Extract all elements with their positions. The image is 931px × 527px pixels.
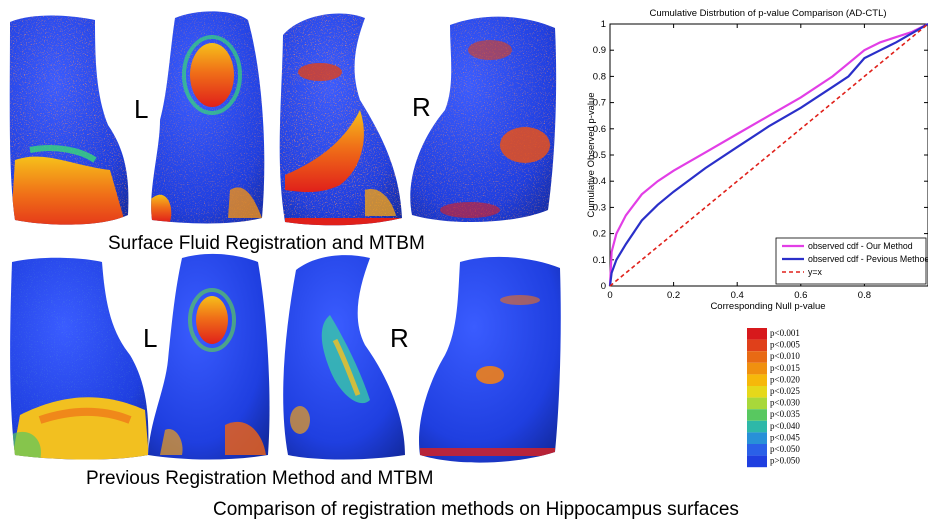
surface-top-right-lateral [279,13,402,226]
legend-label: y=x [808,267,823,277]
colorbar-label: p<0.030 [770,398,800,408]
colorbar-label: p<0.020 [770,374,800,384]
colorbar-label: p<0.050 [770,444,800,454]
colorbar-swatch [747,420,767,433]
y-tick-label: 0.1 [593,255,606,266]
colorbar-swatch [747,374,767,386]
colorbar-swatch [747,328,767,340]
colorbar-swatch [747,351,767,363]
colorbar-swatch [747,455,767,468]
y-tick-label: 0.8 [593,71,606,82]
surface-top-left-lateral [9,15,129,225]
colorbar-label: p<0.005 [770,340,800,350]
colorbar-swatch [747,444,767,456]
bottom-left-hemisphere-label: L [143,323,158,353]
surface-bottom-right-lateral [283,255,405,460]
y-tick-label: 0.9 [593,45,606,56]
colorbar-label: p<0.040 [770,421,800,431]
surface-bottom-right-medial [419,256,561,463]
legend-label: observed cdf - Pevious Method [808,254,928,264]
colorbar-swatch [747,409,767,421]
colorbar-label: p<0.015 [770,363,800,373]
colorbar-swatch [747,362,767,375]
series-line-1 [608,23,928,287]
x-tick-label: 0.2 [667,290,680,301]
y-tick-label: 0.6 [593,124,606,135]
colorbar-swatch [747,339,767,352]
x-tick-label: 0 [607,290,612,301]
colorbar-label: p<0.035 [770,409,800,419]
y-tick-label: 1 [601,19,606,30]
colorbar-label: p<0.025 [770,386,800,396]
top-right-hemisphere-label: R [412,92,431,122]
figure-caption: Comparison of registration methods on Hi… [213,499,739,520]
series-layer [608,23,928,287]
y-tick-label: 0 [601,281,606,292]
top-left-hemisphere-label: L [134,94,149,124]
series-line-2 [609,23,928,287]
chart-title: Cumulative Distrbution of p-value Compar… [649,8,886,19]
y-axis: 0 0.1 0.2 0.3 0.4 0.5 0.6 0.7 0.8 0.9 1 [593,19,928,292]
y-tick-label: 0.5 [593,150,606,161]
surface-bottom-left-medial [148,253,270,460]
x-axis: 0 0.2 0.4 0.6 0.8 [607,24,871,301]
y-tick-label: 0.2 [593,229,606,240]
x-axis-label: Corresponding Null p-value [710,301,825,312]
y-axis-label: Cumulative Observed p-value [586,92,597,217]
surface-bottom-left-lateral [10,257,149,460]
colorbar-swatch [747,397,767,410]
x-tick-label: 0.6 [794,290,807,301]
bottom-right-hemisphere-label: R [390,323,409,353]
colorbar-label: p<0.010 [770,351,800,361]
series-line-0 [608,23,928,287]
bottom-panel-caption: Previous Registration Method and MTBM [86,468,434,489]
y-tick-label: 0.4 [593,176,606,187]
cdf-chart: Cumulative Distrbution of p-value Compar… [586,8,928,312]
colorbar-label: p<0.001 [770,328,800,338]
top-panel-caption: Surface Fluid Registration and MTBM [108,233,425,254]
colorbar-swatch [747,386,767,398]
surface-top-left-medial [151,11,265,224]
colorbar-label: p>0.050 [770,456,800,466]
chart-legend: observed cdf - Our Method observed cdf - … [775,237,928,285]
colorbar-swatch [747,432,767,444]
x-tick-label: 0.8 [858,290,871,301]
y-tick-label: 0.3 [593,202,606,213]
y-tick-label: 0.7 [593,98,606,109]
surface-renderings [9,11,561,463]
legend-label: observed cdf - Our Method [808,241,913,251]
x-tick-label: 0.4 [731,290,744,301]
colorbar-label: p<0.045 [770,432,800,442]
